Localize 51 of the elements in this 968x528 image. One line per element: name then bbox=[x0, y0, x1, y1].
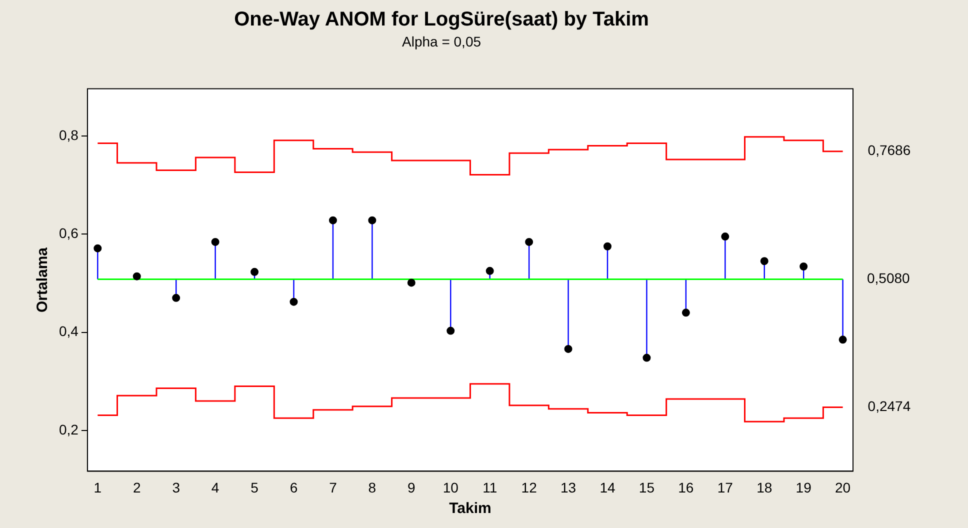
x-tick-label: 4 bbox=[211, 479, 220, 496]
point bbox=[211, 238, 220, 246]
x-tick-label: 17 bbox=[717, 479, 734, 496]
point bbox=[603, 242, 612, 250]
x-tick-label: 1 bbox=[94, 479, 102, 496]
point bbox=[328, 216, 337, 224]
point bbox=[407, 278, 416, 287]
x-tick-label: 12 bbox=[521, 479, 538, 496]
point bbox=[838, 336, 847, 344]
point bbox=[642, 354, 651, 362]
annotation: 0,7686 bbox=[868, 142, 911, 158]
point bbox=[368, 216, 376, 224]
chart-subtitle: Alpha = 0,05 bbox=[402, 33, 482, 50]
point bbox=[721, 232, 730, 241]
y-tick-label: 0,2 bbox=[58, 421, 79, 438]
x-tick-label: 9 bbox=[408, 479, 416, 496]
x-tick-label: 20 bbox=[835, 479, 851, 496]
y-axis-title: Ortalama bbox=[34, 246, 52, 313]
x-tick-label: 5 bbox=[250, 479, 259, 496]
point bbox=[94, 244, 102, 252]
x-tick-label: 3 bbox=[172, 479, 180, 496]
x-tick-label: 6 bbox=[290, 479, 298, 496]
chart-title: One-Way ANOM for LogSüre(saat) by Takim bbox=[234, 8, 649, 31]
x-tick-label: 7 bbox=[329, 479, 338, 496]
point bbox=[290, 298, 298, 306]
x-tick-label: 8 bbox=[368, 479, 376, 496]
y-tick-label: 0,8 bbox=[58, 126, 79, 143]
ref-line-label: 0,5080 bbox=[867, 270, 910, 286]
x-tick-label: 18 bbox=[756, 479, 772, 496]
point bbox=[682, 308, 690, 317]
point bbox=[250, 268, 259, 276]
point bbox=[760, 257, 768, 266]
point bbox=[564, 344, 572, 353]
x-axis-title: Takim bbox=[449, 500, 492, 518]
point bbox=[446, 326, 455, 335]
x-tick-label: 11 bbox=[482, 479, 498, 496]
x-tick-label: 14 bbox=[600, 479, 616, 496]
y-tick-label: 0,4 bbox=[58, 323, 79, 340]
annotation: 0,2474 bbox=[868, 398, 911, 414]
x-tick-label: 2 bbox=[132, 479, 141, 496]
point bbox=[132, 272, 141, 280]
y-tick-label: 0,6 bbox=[58, 224, 79, 241]
x-tick-label: 19 bbox=[796, 479, 812, 496]
point bbox=[486, 266, 494, 275]
point bbox=[800, 262, 808, 270]
x-tick-label: 10 bbox=[442, 479, 459, 496]
x-tick-label: 15 bbox=[638, 479, 655, 496]
x-tick-label: 13 bbox=[560, 479, 576, 496]
x-tick-label: 16 bbox=[678, 479, 694, 496]
point bbox=[525, 238, 534, 246]
point bbox=[172, 294, 180, 302]
